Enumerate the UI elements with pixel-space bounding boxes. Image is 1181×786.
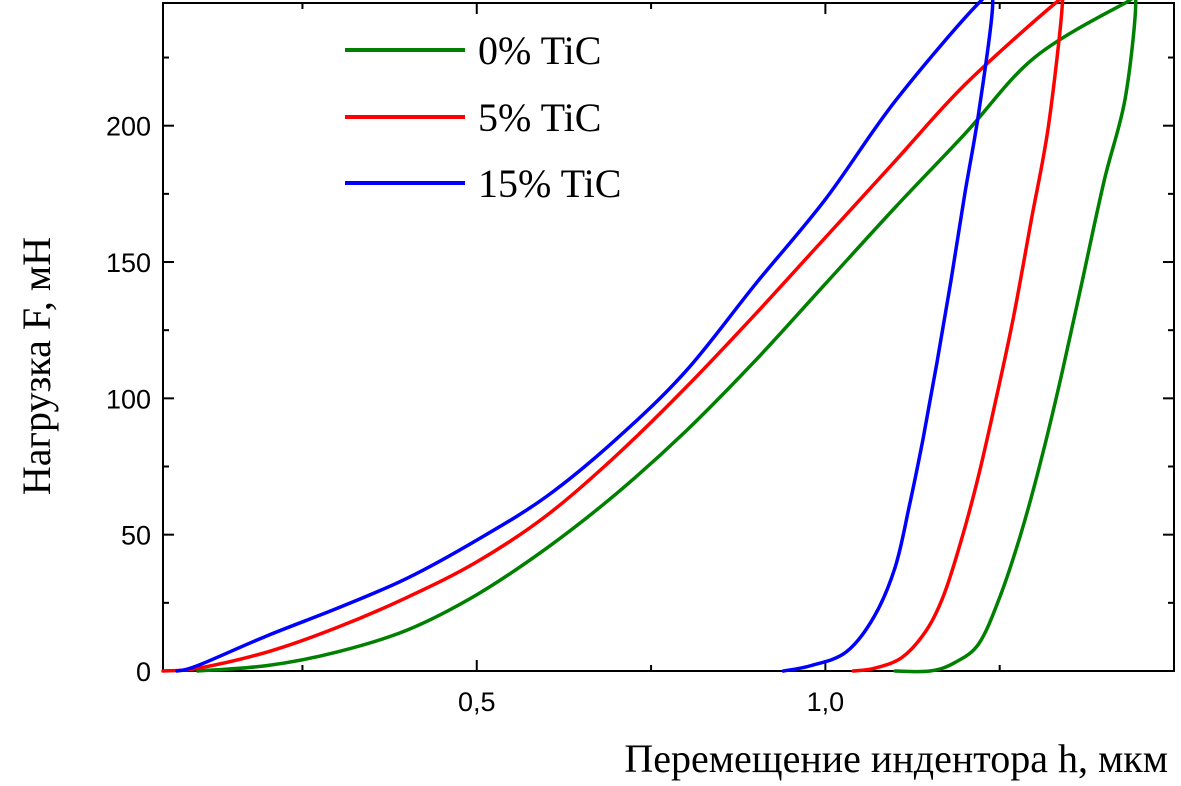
series-group bbox=[196, 0, 1138, 674]
legend-label: 5% TiC bbox=[478, 95, 601, 140]
series-group bbox=[175, 0, 995, 673]
legend-label: 15% TiC bbox=[478, 161, 621, 206]
series-line bbox=[161, 0, 1065, 673]
x-axis-title: Перемещение индентора h, мкм bbox=[624, 736, 1168, 781]
y-tick-label: 50 bbox=[121, 521, 151, 551]
y-tick-label: 200 bbox=[106, 112, 151, 142]
series-line bbox=[175, 0, 995, 673]
y-tick-label: 150 bbox=[106, 248, 151, 278]
y-axis-title: Нагрузка F, мН bbox=[14, 237, 59, 495]
axis-ticks bbox=[163, 3, 1174, 672]
tick-labels: 0,5 1,0 0 50 100 150 200 bbox=[106, 112, 844, 717]
series-lines bbox=[161, 0, 1138, 674]
legend: 0% TiC 5% TiC 15% TiC bbox=[345, 28, 621, 206]
x-tick-label: 0,5 bbox=[458, 687, 496, 717]
y-tick-label: 100 bbox=[106, 384, 151, 414]
x-tick-label: 1,0 bbox=[807, 687, 845, 717]
series-group bbox=[161, 0, 1065, 673]
y-tick-label: 0 bbox=[136, 657, 151, 687]
legend-label: 0% TiC bbox=[478, 28, 601, 73]
series-line bbox=[196, 0, 1138, 674]
plot-frame bbox=[162, 2, 1175, 672]
